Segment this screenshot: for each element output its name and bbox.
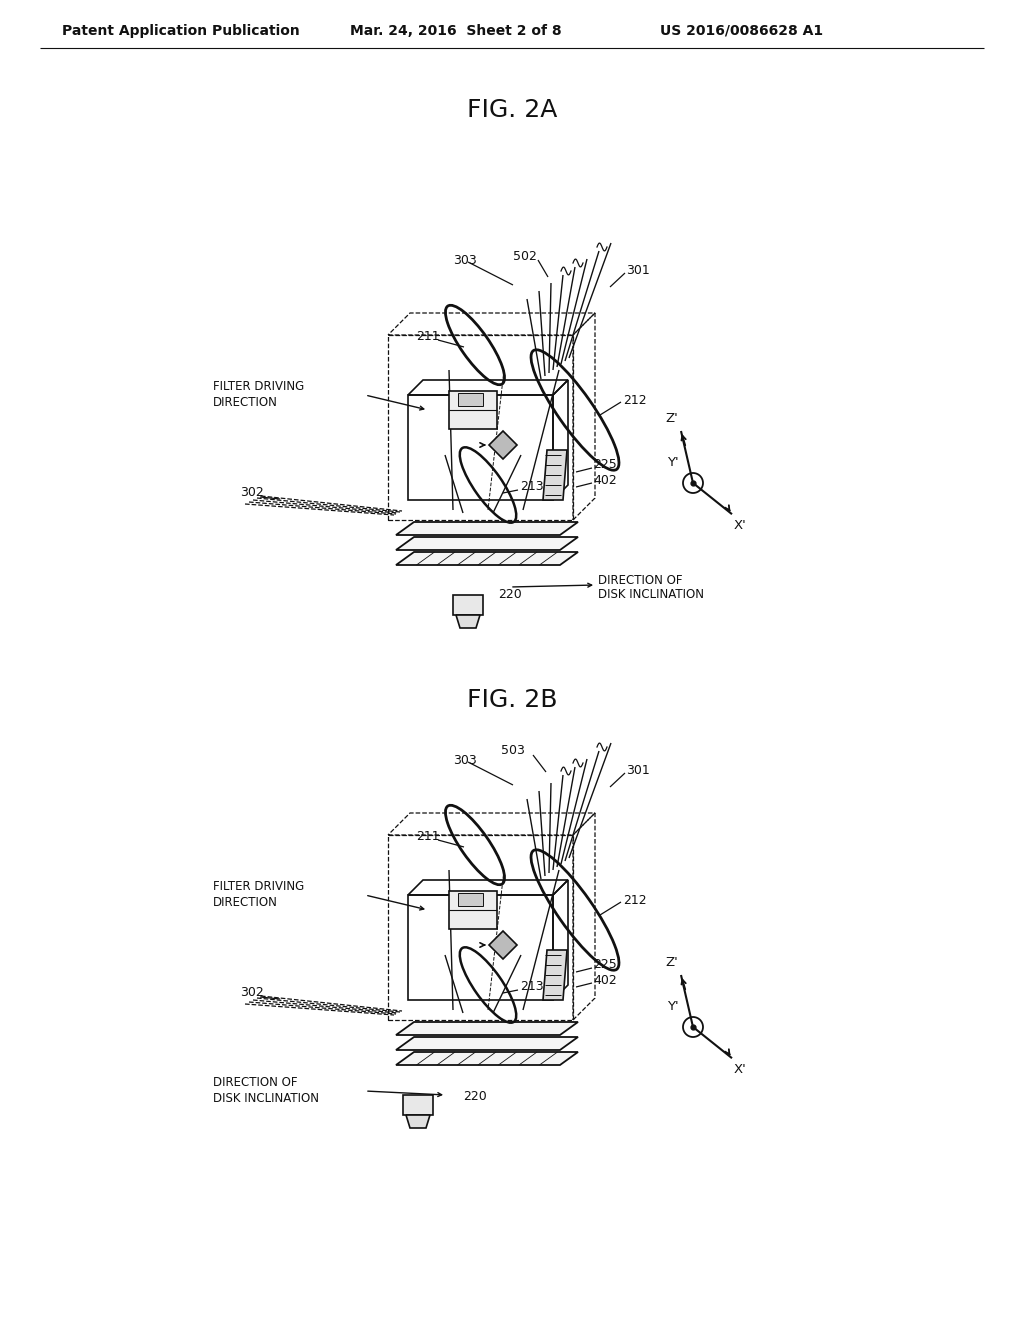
Text: 220: 220 (498, 589, 522, 602)
Text: FIG. 2B: FIG. 2B (467, 688, 557, 711)
Polygon shape (456, 615, 480, 628)
Text: Z': Z' (665, 412, 678, 425)
Text: 303: 303 (453, 253, 477, 267)
Polygon shape (396, 1052, 578, 1065)
Polygon shape (406, 1115, 430, 1129)
Text: DISK INCLINATION: DISK INCLINATION (598, 589, 705, 602)
Polygon shape (543, 450, 567, 500)
Text: 212: 212 (623, 393, 646, 407)
Polygon shape (396, 537, 578, 550)
Text: 213: 213 (520, 480, 544, 494)
Polygon shape (489, 432, 517, 459)
Text: DIRECTION OF: DIRECTION OF (213, 1077, 298, 1089)
Text: X': X' (734, 519, 746, 532)
Text: 502: 502 (513, 251, 537, 264)
Text: 402: 402 (593, 974, 616, 986)
Text: Patent Application Publication: Patent Application Publication (62, 24, 300, 38)
Polygon shape (458, 393, 483, 407)
Text: Y': Y' (668, 455, 679, 469)
Text: 503: 503 (501, 743, 525, 756)
Text: 211: 211 (416, 830, 439, 843)
Text: Y': Y' (668, 1001, 679, 1012)
Polygon shape (449, 391, 497, 429)
Text: DIRECTION OF: DIRECTION OF (598, 573, 683, 586)
Text: 402: 402 (593, 474, 616, 487)
Text: 301: 301 (626, 264, 650, 276)
Text: US 2016/0086628 A1: US 2016/0086628 A1 (660, 24, 823, 38)
Text: 301: 301 (626, 763, 650, 776)
Text: 220: 220 (463, 1090, 486, 1104)
Text: 212: 212 (623, 894, 646, 907)
Text: 225: 225 (593, 458, 616, 471)
Polygon shape (458, 894, 483, 906)
Polygon shape (396, 552, 578, 565)
Polygon shape (396, 521, 578, 535)
Text: 211: 211 (416, 330, 439, 343)
Text: X': X' (734, 1063, 746, 1076)
Polygon shape (453, 595, 483, 615)
Text: 302: 302 (240, 986, 264, 999)
Text: 225: 225 (593, 958, 616, 972)
Text: 303: 303 (453, 754, 477, 767)
Text: 302: 302 (240, 487, 264, 499)
Polygon shape (396, 1038, 578, 1049)
Text: DISK INCLINATION: DISK INCLINATION (213, 1092, 319, 1105)
Text: FILTER DRIVING: FILTER DRIVING (213, 880, 304, 894)
Text: Mar. 24, 2016  Sheet 2 of 8: Mar. 24, 2016 Sheet 2 of 8 (350, 24, 561, 38)
Text: 224: 224 (520, 524, 544, 536)
Polygon shape (449, 891, 497, 929)
Polygon shape (396, 1022, 578, 1035)
Polygon shape (403, 1096, 433, 1115)
Text: DIRECTION: DIRECTION (213, 396, 278, 409)
Text: FILTER DRIVING: FILTER DRIVING (213, 380, 304, 393)
Text: DIRECTION: DIRECTION (213, 896, 278, 909)
Polygon shape (489, 931, 517, 960)
Polygon shape (543, 950, 567, 1001)
Text: Z': Z' (665, 956, 678, 969)
Text: 213: 213 (520, 981, 544, 994)
Text: 224: 224 (520, 1023, 544, 1036)
Text: FIG. 2A: FIG. 2A (467, 98, 557, 121)
